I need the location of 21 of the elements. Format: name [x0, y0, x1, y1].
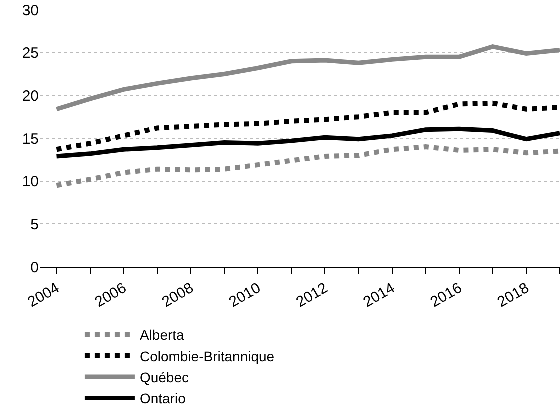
- y-tick-label: 25: [22, 45, 39, 62]
- y-tick-label: 15: [22, 130, 39, 148]
- line-series: [54, 126, 560, 159]
- y-tick-label: 10: [22, 174, 39, 191]
- y-tick-label: 20: [22, 88, 39, 105]
- x-tick-label: 2010: [226, 280, 264, 312]
- x-tick-label: 2012: [294, 280, 331, 312]
- legend-label: Ontario: [140, 390, 186, 407]
- x-tick-label: 2016: [428, 280, 466, 312]
- x-tick-label: 2006: [92, 280, 130, 312]
- y-tick-label: 30: [22, 2, 39, 20]
- legend-label: Québec: [140, 369, 190, 386]
- x-tick-label: 2004: [25, 280, 63, 312]
- x-tick-label: 2014: [360, 280, 398, 312]
- legend-label: Alberta: [140, 327, 185, 344]
- line-series: [54, 44, 560, 112]
- y-tick-label: 5: [30, 216, 39, 234]
- x-tick-label: 2018: [494, 280, 532, 312]
- y-tick-label: 0: [30, 259, 39, 276]
- x-tick-label: 2008: [159, 280, 197, 312]
- legend-label: Colombie-Britannique: [140, 348, 275, 364]
